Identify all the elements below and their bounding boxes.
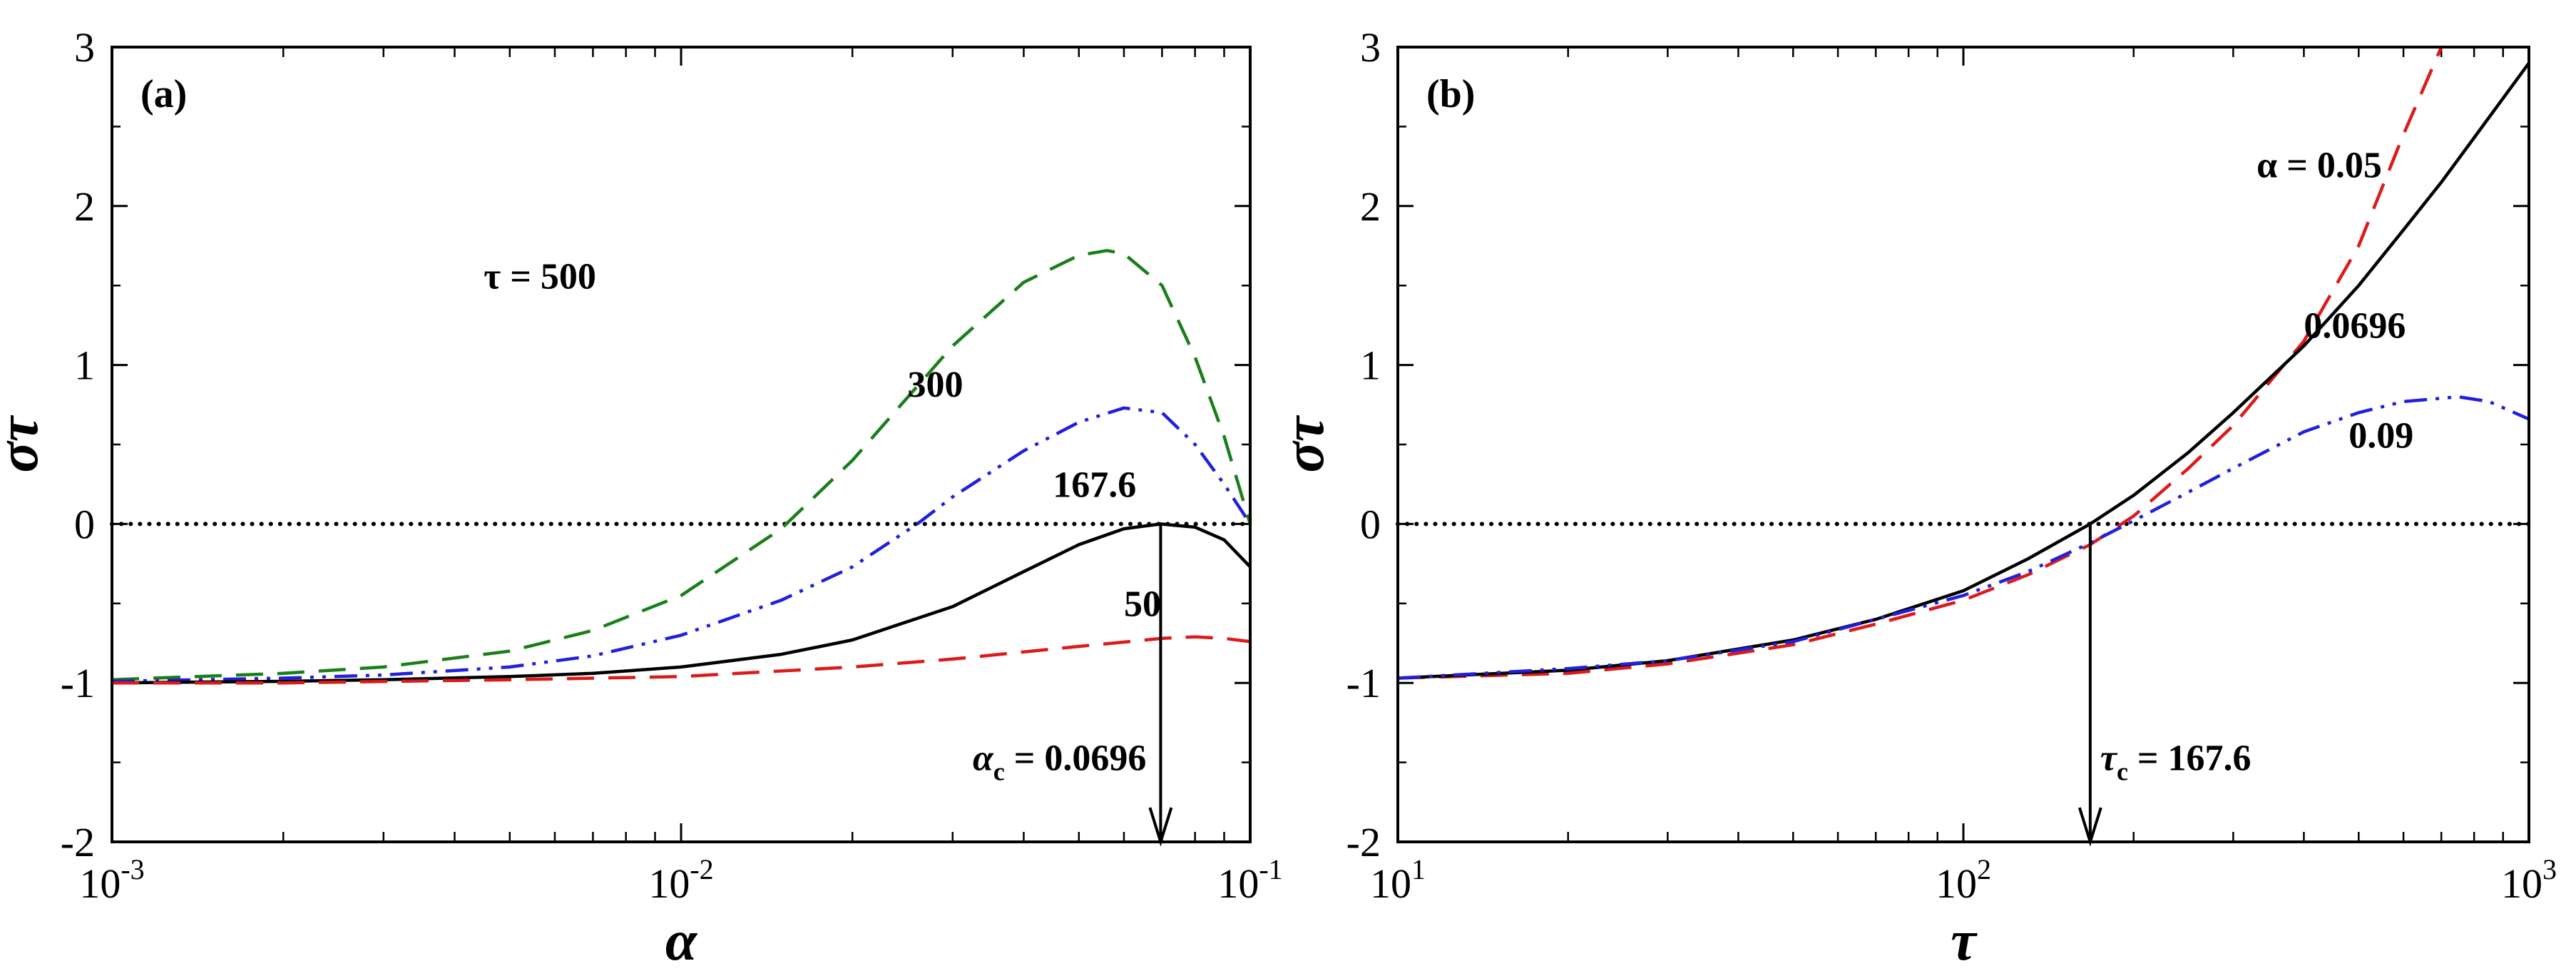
x-tick-exponent: -1 [1259, 853, 1282, 885]
series-line-300 [112, 406, 1250, 683]
y-tick-label: -2 [1346, 819, 1381, 865]
critical-subscript: c [993, 758, 1005, 786]
x-tick-label: 103 [2501, 853, 2557, 907]
x-tick-base: 10 [79, 860, 121, 907]
x-tick-base: 10 [1936, 860, 1977, 907]
panel-label: (b) [1426, 72, 1475, 116]
y-tick-label: 2 [74, 183, 95, 230]
y-tick-label: 3 [74, 24, 95, 71]
critical-value-label: τc = 167.6 [2100, 738, 2252, 786]
critical-symbol: α [973, 738, 994, 779]
plot-frame [111, 46, 1252, 843]
y-tick-label: 2 [1360, 183, 1381, 230]
curve-annotation-500: τ = 500 [484, 257, 596, 298]
x-tick-base: 10 [1217, 860, 1259, 907]
series-line-0-09 [1398, 395, 2529, 680]
y-tick-label: 0 [74, 501, 95, 547]
curve-annotation-50: 50 [1124, 584, 1161, 625]
curve-annotation-0-05: α = 0.05 [2256, 146, 2382, 186]
y-tick-label: -1 [1346, 660, 1381, 706]
critical-value-label: αc = 0.0696 [973, 738, 1146, 786]
y-tick-label: 0 [1360, 501, 1381, 547]
y-tick-label: -1 [61, 660, 95, 706]
y-tick-label: -2 [61, 819, 95, 865]
critical-symbol: τ [2100, 738, 2118, 779]
series-line-50 [112, 635, 1250, 685]
y-tick-label: 3 [1360, 24, 1381, 71]
x-tick-label: 10-2 [648, 853, 713, 907]
y-axis-label: στ [1273, 415, 1336, 472]
x-tick-label: 101 [1370, 853, 1426, 907]
y-tick-label: 1 [74, 342, 95, 389]
x-tick-label: 10-1 [1217, 853, 1282, 907]
x-tick-base: 10 [1370, 860, 1411, 907]
curve-annotation-0-09: 0.09 [2348, 415, 2413, 456]
x-tick-exponent: 3 [2542, 853, 2557, 885]
y-axis-label: στ [0, 415, 50, 472]
x-tick-exponent: 2 [1977, 853, 1991, 885]
critical-subscript: c [2117, 758, 2128, 786]
x-tick-exponent: -3 [121, 853, 144, 885]
panel-label: (a) [140, 72, 187, 116]
critical-value: = 0.0696 [1005, 738, 1147, 779]
x-tick-base: 10 [2501, 860, 2542, 907]
x-tick-exponent: -2 [690, 853, 713, 885]
curve-annotation-167-6: 167.6 [1053, 465, 1136, 506]
x-tick-exponent: 1 [1411, 853, 1426, 885]
plot-frame [1396, 46, 2530, 843]
critical-value: = 167.6 [2128, 738, 2252, 779]
curve-annotation-300: 300 [908, 365, 964, 405]
x-tick-label: 10-3 [79, 853, 144, 907]
x-tick-label: 102 [1936, 853, 1991, 907]
series-line-500 [112, 248, 1250, 681]
series-line-167-6 [112, 522, 1250, 685]
y-tick-label: 1 [1360, 342, 1381, 389]
x-axis-label: τ [1951, 910, 1978, 972]
curve-annotation-0-0696: 0.0696 [2304, 306, 2406, 347]
x-axis-label: α [665, 910, 698, 972]
x-tick-base: 10 [648, 860, 690, 907]
